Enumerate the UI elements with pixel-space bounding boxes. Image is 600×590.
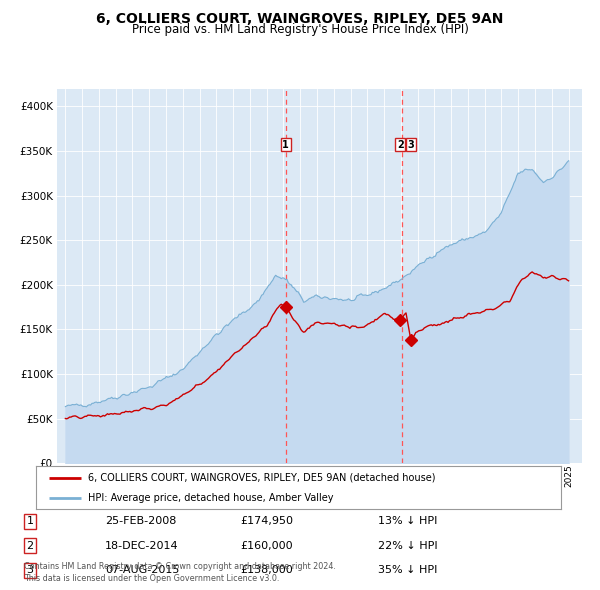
Text: 25-FEB-2008: 25-FEB-2008 [105, 516, 176, 526]
Text: 6, COLLIERS COURT, WAINGROVES, RIPLEY, DE5 9AN: 6, COLLIERS COURT, WAINGROVES, RIPLEY, D… [97, 12, 503, 26]
Text: 3: 3 [26, 565, 34, 575]
Text: 13% ↓ HPI: 13% ↓ HPI [378, 516, 437, 526]
Text: 2: 2 [397, 140, 404, 150]
Text: 07-AUG-2015: 07-AUG-2015 [105, 565, 179, 575]
Text: 1: 1 [26, 516, 34, 526]
Text: Contains HM Land Registry data © Crown copyright and database right 2024.
This d: Contains HM Land Registry data © Crown c… [24, 562, 336, 583]
Text: £160,000: £160,000 [240, 541, 293, 550]
Text: 6, COLLIERS COURT, WAINGROVES, RIPLEY, DE5 9AN (detached house): 6, COLLIERS COURT, WAINGROVES, RIPLEY, D… [89, 473, 436, 483]
Text: £138,000: £138,000 [240, 565, 293, 575]
Text: 22% ↓ HPI: 22% ↓ HPI [378, 541, 437, 550]
Text: 18-DEC-2014: 18-DEC-2014 [105, 541, 179, 550]
Text: 35% ↓ HPI: 35% ↓ HPI [378, 565, 437, 575]
Text: Price paid vs. HM Land Registry's House Price Index (HPI): Price paid vs. HM Land Registry's House … [131, 23, 469, 36]
Text: £174,950: £174,950 [240, 516, 293, 526]
Text: 2: 2 [26, 541, 34, 550]
Text: 1: 1 [283, 140, 289, 150]
Text: HPI: Average price, detached house, Amber Valley: HPI: Average price, detached house, Ambe… [89, 493, 334, 503]
Text: 3: 3 [407, 140, 414, 150]
